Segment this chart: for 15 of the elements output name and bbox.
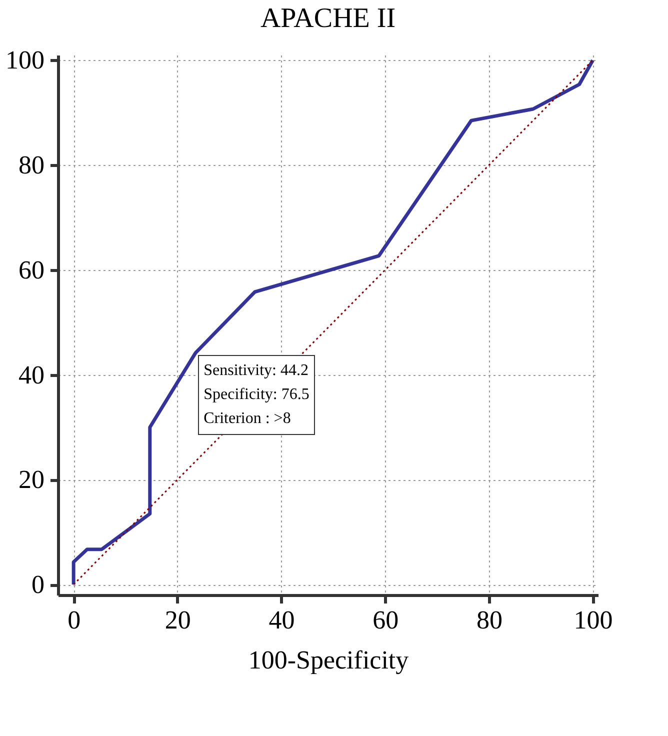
y-tick-label: 100 xyxy=(6,46,44,75)
x-axis-title: 100-Specificity xyxy=(248,646,409,674)
y-tick-label: 60 xyxy=(18,255,44,284)
x-tick-label: 60 xyxy=(372,606,399,634)
y-tick-label: 0 xyxy=(32,570,44,600)
annotation: Sensitivity: 44.2 Specificity: 76.5 Criterion : >8 xyxy=(198,354,316,435)
x-tick-label: 20 xyxy=(164,606,191,634)
y-tick-label: 20 xyxy=(18,465,44,494)
y-tick-label: 40 xyxy=(18,360,44,390)
chart-title: APACHE II xyxy=(260,3,396,34)
x-tick-label: 100 xyxy=(574,606,613,634)
x-tick-label: 0 xyxy=(68,606,81,634)
y-tick-label: 80 xyxy=(18,150,44,180)
x-tick-label: 80 xyxy=(476,606,502,634)
x-tick-label: 40 xyxy=(268,606,295,634)
